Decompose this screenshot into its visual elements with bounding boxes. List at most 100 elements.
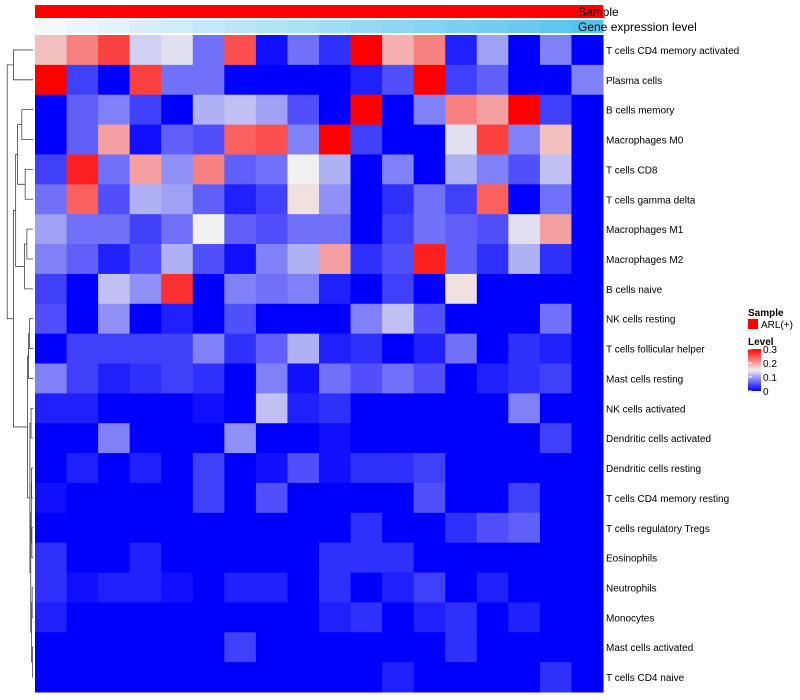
heatmap-cell — [476, 333, 509, 364]
heatmap-cell — [350, 602, 383, 633]
legend: Sample ARL(+) Level 0.3 0.2 0.1 0 — [748, 308, 793, 398]
heatmap-cell — [287, 632, 320, 663]
annotation-label-sample: Sample — [578, 5, 619, 19]
heatmap-cell — [319, 393, 352, 424]
heatmap-cell — [98, 333, 131, 364]
heatmap-cell — [413, 94, 446, 126]
heatmap-cell — [413, 423, 446, 454]
heatmap-cell — [350, 35, 383, 66]
heatmap-cell — [571, 64, 604, 96]
heatmap-cell — [476, 244, 509, 275]
heatmap-cell — [161, 214, 194, 245]
heatmap-cell — [98, 632, 131, 663]
heatmap-cell — [382, 154, 415, 185]
heatmap-cell — [161, 154, 194, 185]
heatmap-cell — [445, 154, 478, 185]
heatmap-cell — [382, 244, 415, 275]
heatmap-cell — [445, 632, 478, 663]
heatmap-cell — [382, 632, 415, 663]
heatmap-cell — [287, 363, 320, 394]
heatmap-cell — [539, 184, 572, 215]
heatmap-cell — [539, 632, 572, 663]
heatmap-cell — [539, 273, 572, 305]
heatmap-cell — [508, 124, 541, 155]
heatmap-cell — [350, 333, 383, 364]
expression-annotation-cell — [350, 20, 383, 33]
heatmap-cell — [161, 512, 194, 544]
heatmap-cell — [413, 64, 446, 96]
heatmap-cell — [287, 303, 320, 335]
heatmap-cell — [476, 184, 509, 215]
expression-annotation-cell — [382, 20, 415, 33]
heatmap-cell — [192, 423, 225, 454]
row-label: NK cells resting — [606, 315, 675, 326]
heatmap-cell — [35, 184, 68, 215]
expression-annotation-cell — [445, 20, 478, 33]
heatmap-cell — [129, 662, 162, 693]
heatmap-cell — [35, 602, 68, 633]
legend-tick-label: 0 — [763, 387, 769, 398]
heatmap-cell — [255, 423, 288, 454]
heatmap-cell — [508, 363, 541, 394]
heatmap-cell — [129, 572, 162, 603]
row-label: B cells naive — [606, 285, 663, 296]
heatmap-cell — [445, 512, 478, 544]
legend-tick-label: 0.2 — [763, 359, 777, 370]
heatmap-cell — [161, 94, 194, 126]
heatmap-cell — [66, 124, 99, 155]
heatmap-cell — [350, 662, 383, 693]
heatmap-cell — [445, 124, 478, 155]
annotation-label-expression: Gene expression level — [578, 20, 697, 34]
heatmap-cell — [255, 214, 288, 245]
dendrogram-branch — [32, 646, 33, 678]
heatmap-cell — [571, 572, 604, 603]
heatmap-cell — [350, 542, 383, 574]
heatmap-cell — [508, 542, 541, 574]
heatmap-cell — [66, 363, 99, 394]
heatmap-cell — [476, 572, 509, 603]
heatmap-cell — [192, 124, 225, 155]
heatmap-cell — [35, 35, 68, 66]
heatmap-cell — [413, 632, 446, 663]
heatmap-cell — [192, 94, 225, 126]
heatmap-cell — [319, 333, 352, 364]
expression-annotation-cell — [35, 20, 68, 33]
heatmap-cell — [161, 244, 194, 275]
heatmap-cell — [98, 602, 131, 633]
row-label: B cells memory — [606, 106, 674, 117]
heatmap-cell — [476, 512, 509, 544]
heatmap-cell — [508, 662, 541, 693]
heatmap-cell — [445, 393, 478, 424]
heatmap-cell — [413, 214, 446, 245]
expression-annotation-cell — [571, 20, 604, 33]
heatmap-cell — [255, 482, 288, 514]
heatmap-cell — [192, 572, 225, 603]
heatmap-cell — [476, 602, 509, 633]
heatmap-cell — [350, 572, 383, 603]
heatmap-cell — [161, 303, 194, 335]
heatmap-cell — [476, 94, 509, 126]
heatmap-cell — [476, 303, 509, 335]
heatmap-cell — [539, 64, 572, 96]
heatmap-cell — [66, 244, 99, 275]
heatmap-cell — [413, 184, 446, 215]
heatmap-cell — [66, 333, 99, 364]
heatmap-cell — [350, 64, 383, 96]
row-label: T cells CD4 naive — [606, 673, 685, 684]
legend-sample-swatch — [748, 319, 758, 329]
heatmap-cell — [287, 64, 320, 96]
heatmap-cell — [350, 154, 383, 185]
heatmap-cell — [192, 393, 225, 424]
legend-tick-label: 0.3 — [763, 345, 777, 356]
heatmap-cell — [161, 572, 194, 603]
heatmap-cell — [445, 662, 478, 693]
heatmap-cell — [445, 453, 478, 484]
heatmap-cell — [413, 273, 446, 305]
heatmap-cell — [192, 333, 225, 364]
heatmap-cell — [445, 214, 478, 245]
heatmap-cell — [287, 124, 320, 155]
dendrogram-branch — [31, 467, 33, 499]
expression-annotation-cell — [476, 20, 509, 33]
heatmap-cell — [350, 303, 383, 335]
heatmap-cell — [476, 482, 509, 514]
